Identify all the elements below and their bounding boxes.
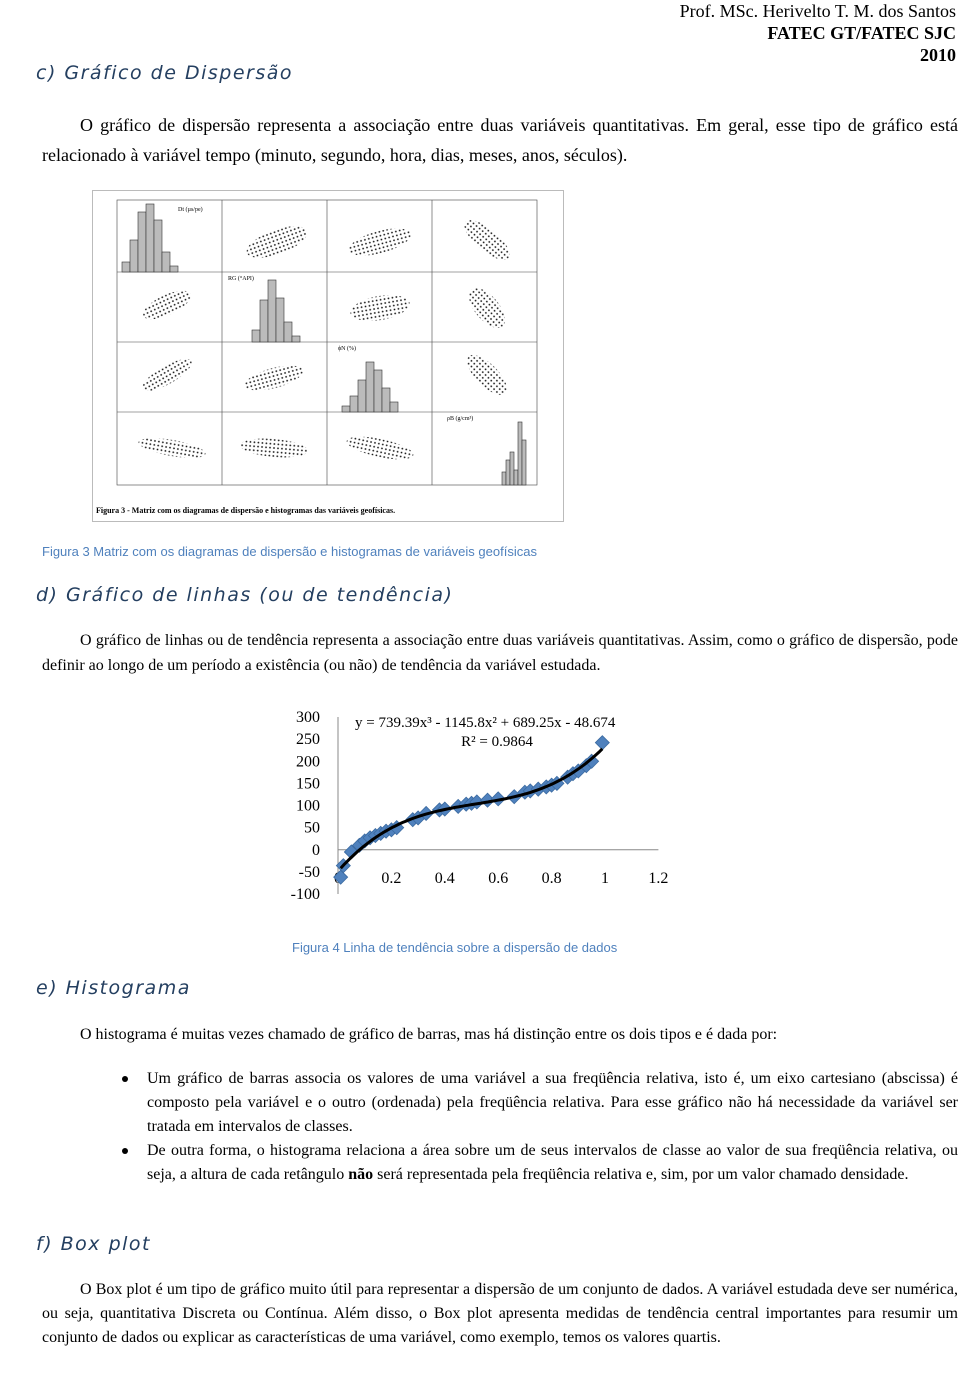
y-tick-label: 100 [296,798,320,815]
header-year: 2010 [920,45,956,65]
bold-text: não [348,1166,374,1183]
text: será representada pela freqüência relati… [373,1166,909,1183]
y-tick-label: 0 [312,842,320,859]
figure-label: ϕN (%) [338,345,356,352]
section-heading: f) Box plot [36,1233,151,1255]
y-tick-label: 300 [296,709,320,726]
trend-equation: y = 739.39x³ - 1145.8x² + 689.25x - 48.6… [355,715,616,731]
text: De outra forma, o histograma relaciona a… [147,1142,958,1183]
data-point [584,753,600,769]
trend-line [339,747,604,870]
y-tick-label: 250 [296,731,320,748]
x-tick-label: 1 [601,870,609,887]
bullet-list: Um gráfico de barras associa os valores … [122,1067,958,1187]
trend-r2: R² = 0.9864 [461,734,533,750]
panel-grid [116,199,538,486]
section-heading: e) Histograma [36,977,191,999]
figure-label: Dt (µs/pe) [178,206,203,213]
x-tick-label: 0.6 [488,870,508,887]
figure-caption: Figura 4 Linha de tendência sobre a disp… [292,940,618,955]
x-tick-label: 0.8 [542,870,562,887]
y-tick-label: 200 [296,753,320,770]
x-tick-label: 0.4 [435,870,455,887]
data-point [594,735,610,751]
paragraph: O gráfico de dispersão representa a asso… [42,115,958,165]
y-tick-label: 150 [296,775,320,792]
paragraph: O Box plot é um tipo de gráfico muito út… [42,1281,958,1346]
paragraph: O histograma é muitas vezes chamado de g… [80,1026,778,1043]
bullet-item: De outra forma, o histograma relaciona a… [122,1139,958,1187]
text: Um gráfico de barras associa os valores … [147,1070,958,1135]
bullet-item: Um gráfico de barras associa os valores … [122,1067,958,1139]
figure-inner-caption: Figura 3 - Matriz com os diagramas de di… [96,506,395,515]
section-heading: d) Gráfico de linhas (ou de tendência) [36,584,454,606]
figure-label: ρB (g/cm³) [447,415,473,422]
figure-image: Dt (µs/pe) RG (°API) ϕN (%) ρB (g/cm³) F… [92,190,564,522]
y-tick-label: 50 [304,820,320,837]
trend-chart: 300250200150100500-50-10000.20.40.60.811… [291,709,669,903]
header-author: Prof. MSc. Herivelto T. M. dos Santos [679,1,956,21]
scatter-clouds [138,220,510,460]
y-tick-label: -50 [299,864,320,881]
figure-caption: Figura 3 Matriz com os diagramas de disp… [42,544,537,559]
histogram-bars [121,203,527,486]
x-tick-label: 1.2 [648,870,668,887]
paragraph: O gráfico de linhas ou de tendência repr… [42,632,958,674]
figure-label: RG (°API) [228,275,254,282]
section-heading: c) Gráfico de Dispersão [36,62,293,84]
x-tick-label: 0.2 [381,870,401,887]
data-point [333,869,349,885]
y-tick-label: -100 [291,886,320,903]
header-institution: FATEC GT/FATEC SJC [767,23,956,43]
